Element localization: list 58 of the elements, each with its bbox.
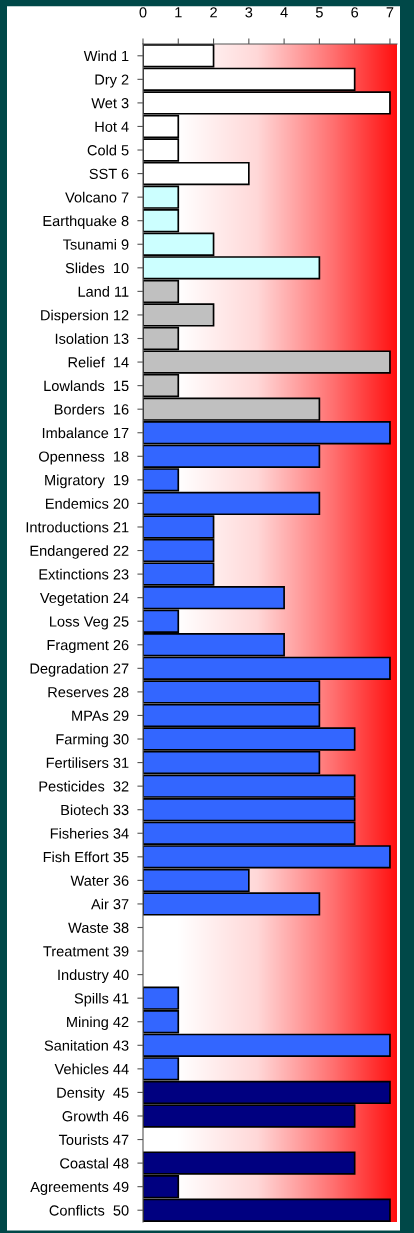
y-tick-label: Pesticides 32 [39,780,129,792]
y-tick-label: Degradation 27 [30,663,129,677]
y-tick-label: Lowlands 15 [44,380,129,392]
y-tick-label: Imbalance 17 [42,427,129,439]
y-tick-label: Air 37 [91,898,129,910]
y-tick-label: Conflicts 50 [49,1204,129,1216]
y-tick-label: Hot 4 [95,121,129,132]
y-tick-label: Treatment 39 [43,946,129,957]
y-tick-label: SST 6 [89,168,129,180]
x-tick-label: 5 [315,7,323,18]
y-tick-label: Sanitation 43 [44,1040,129,1051]
y-tick-label: Industry 40 [58,969,129,983]
y-tick-label: Land 11 [78,286,129,297]
y-tick-label: Endangered 22 [30,545,129,559]
y-tick-label: Loss Veg 25 [50,616,129,630]
y-tick-label: Relief 14 [68,356,129,368]
y-tick-label: Fisheries 34 [50,827,129,839]
y-tick-label: Fish Effort 35 [43,851,129,863]
y-tick-label: Openness 18 [39,451,129,465]
y-tick-label: MPAs 29 [72,710,129,721]
y-tick-label: Cold 5 [87,144,129,156]
y-tick-label: Isolation 13 [55,333,129,344]
y-tick-label: Biotech 33 [61,804,129,816]
y-tick-label: Spills 41 [74,992,129,1007]
y-tick-label: Density 45 [57,1087,129,1101]
y-tick-label: Tsunami 9 [62,238,129,250]
x-tick-label: 0 [139,7,147,18]
y-tick-label: Migratory 19 [45,474,129,489]
y-tick-label: Wet 3 [91,98,129,109]
y-tick-label: Earthquake 8 [43,215,129,230]
x-tick-label: 4 [280,7,288,18]
y-tick-label: Dry 2 [95,74,129,88]
y-tick-label: Dispersion 12 [41,309,129,324]
y-tick-label: Extinctions 23 [39,568,129,580]
x-tick-label: 2 [210,7,217,18]
y-tick-label: Wind 1 [83,50,129,62]
y-tick-label: Fragment 26 [47,639,129,654]
y-tick-label: Agreements 49 [30,1181,129,1195]
x-tick-label: 6 [351,7,359,18]
x-tick-label: 7 [386,7,394,18]
y-tick-label: Introductions 21 [26,521,129,533]
y-tick-label: Growth 46 [62,1110,129,1122]
y-tick-label: Volcano 7 [65,191,129,203]
y-tick-label: Farming 30 [56,733,129,748]
y-tick-label: Borders 16 [54,403,129,415]
y-tick-label: Reserves 28 [48,687,129,698]
x-tick-label: 1 [175,7,182,18]
x-tick-label: 3 [245,7,253,18]
y-tick-label: Water 36 [70,875,129,886]
y-tick-label: Vegetation 24 [39,592,129,606]
y-tick-label: Waste 38 [68,922,129,933]
y-tick-label: Slides 10 [65,262,129,274]
y-tick-label: Fertilisers 31 [46,757,129,769]
y-tick-label: Coastal 48 [60,1157,129,1169]
y-tick-label: Vehicles 44 [54,1063,129,1075]
y-tick-label: Mining 42 [67,1016,129,1031]
y-tick-label: Tourists 47 [58,1134,129,1145]
y-tick-label: Endemics 20 [46,498,129,509]
